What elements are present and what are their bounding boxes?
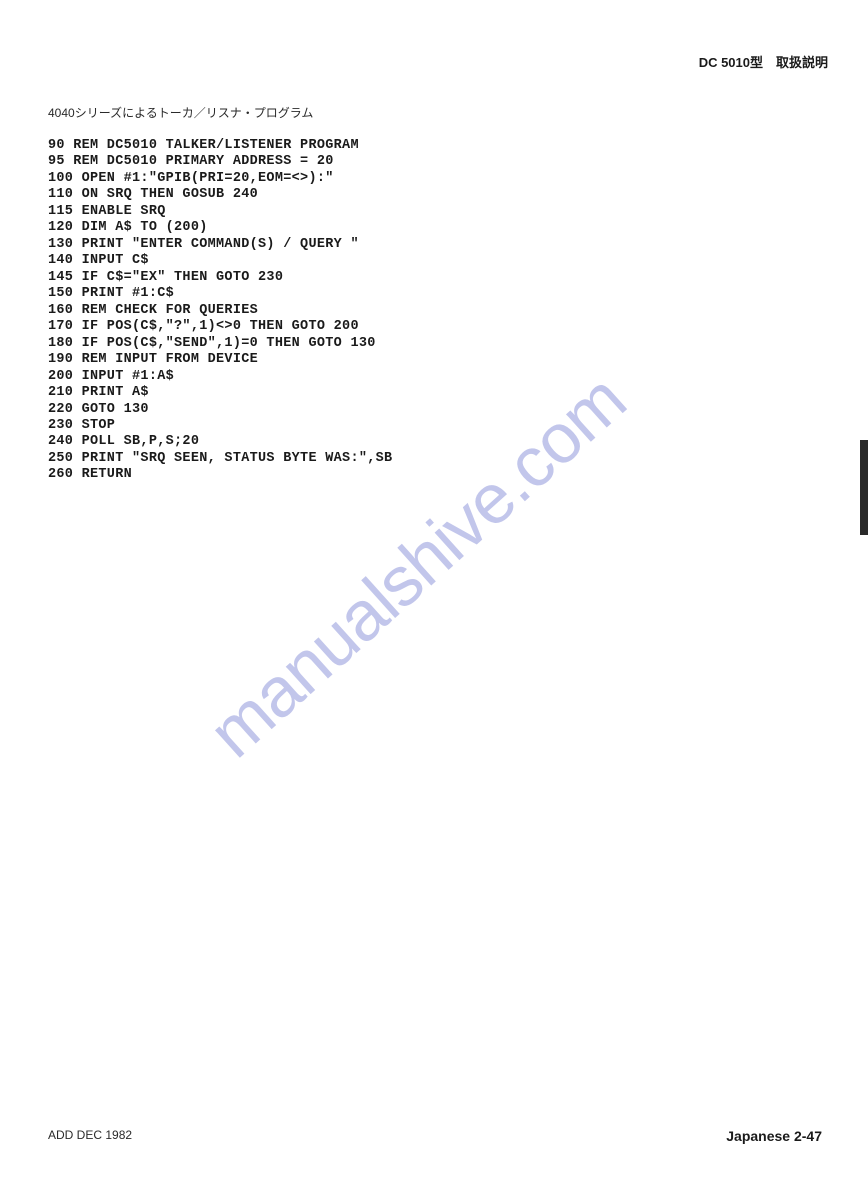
footer-page-number: Japanese 2-47 [726,1128,822,1144]
footer-date: ADD DEC 1982 [48,1128,132,1142]
section-title: 4040シリーズによるトーカ／リスナ・プログラム [48,104,313,121]
header-model-label: DC 5010型 取扱説明 [699,52,828,71]
side-tab-marker [860,440,868,535]
code-listing: 90 REM DC5010 TALKER/LISTENER PROGRAM 95… [48,138,392,484]
